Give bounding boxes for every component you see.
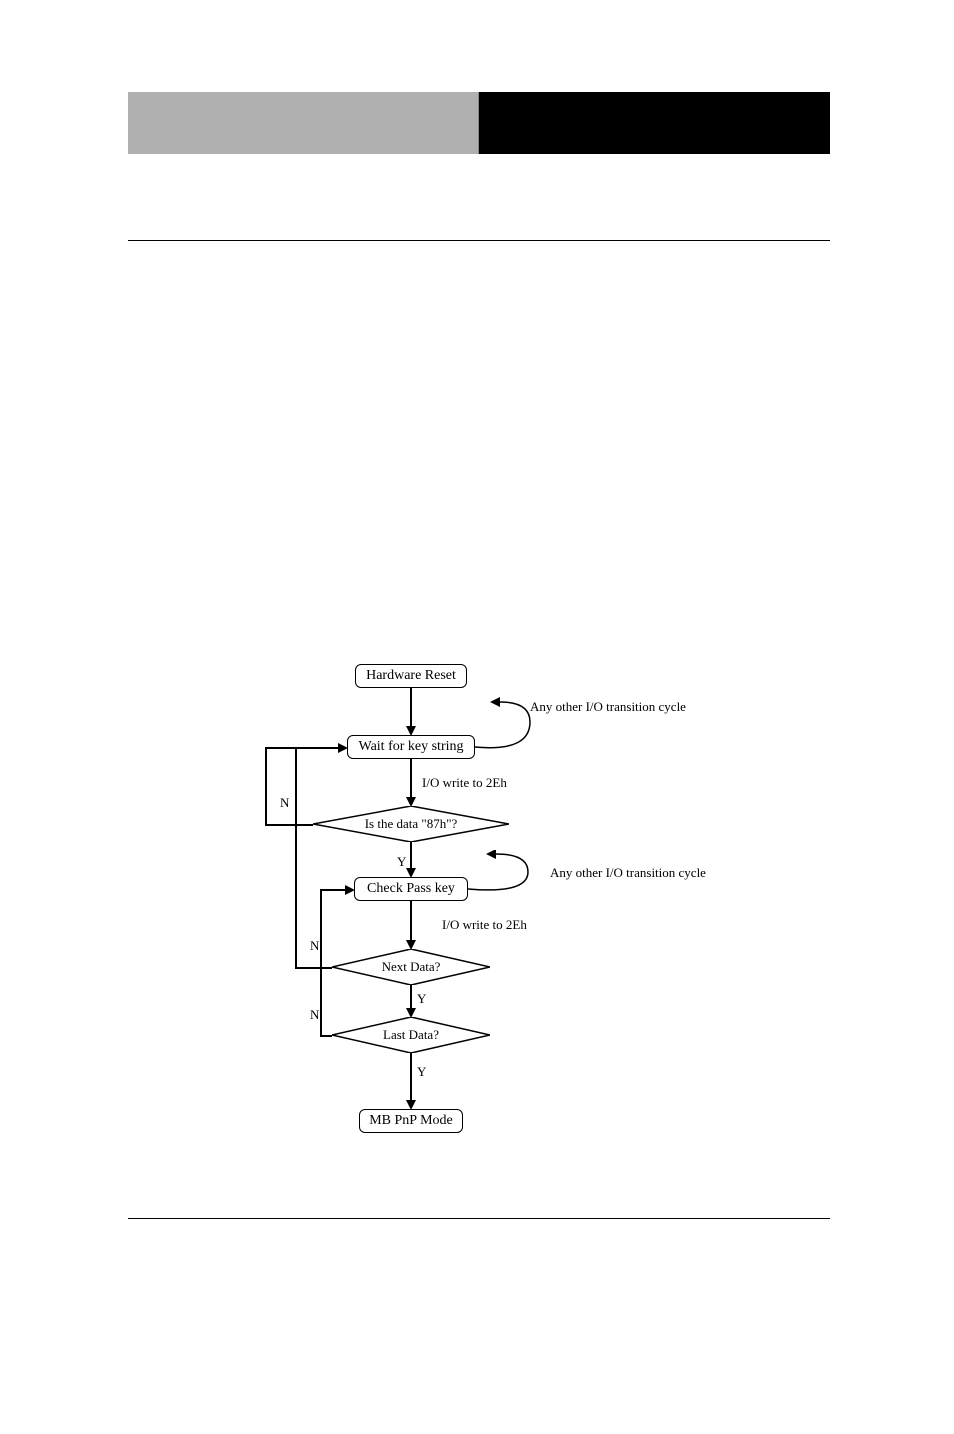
node-check-pass: Check Pass key xyxy=(354,877,468,901)
node-label: Check Pass key xyxy=(367,881,455,897)
node-mb-pnp: MB PnP Mode xyxy=(359,1109,463,1133)
node-label: Wait for key string xyxy=(358,739,463,755)
node-next-data: Next Data? xyxy=(332,949,490,985)
label-y1: Y xyxy=(397,854,406,870)
node-label: Hardware Reset xyxy=(366,668,456,684)
label-io-write-2: I/O write to 2Eh xyxy=(442,917,527,933)
edge xyxy=(320,1035,332,1037)
node-wait-key: Wait for key string xyxy=(347,735,475,759)
node-label: Last Data? xyxy=(383,1027,439,1043)
flowchart: Hardware Reset Wait for key string Is th… xyxy=(250,655,850,1175)
label-y2: Y xyxy=(417,991,426,1007)
node-label: Is the data "87h"? xyxy=(365,816,458,832)
node-hardware-reset: Hardware Reset xyxy=(355,664,467,688)
edge xyxy=(410,759,412,799)
label-n2: N xyxy=(310,938,319,954)
label-any-io-1: Any other I/O transition cycle xyxy=(530,699,686,715)
edge xyxy=(320,889,322,1036)
node-last-data: Last Data? xyxy=(332,1017,490,1053)
edge xyxy=(410,1053,412,1102)
edge xyxy=(295,967,332,969)
edge xyxy=(320,889,347,891)
edge xyxy=(410,688,412,728)
edge xyxy=(295,747,297,968)
footer-divider xyxy=(128,1218,830,1219)
edge xyxy=(410,842,412,870)
header-left xyxy=(128,92,479,154)
node-label: MB PnP Mode xyxy=(369,1113,453,1129)
edge xyxy=(410,985,412,1010)
edge xyxy=(265,747,340,749)
header-right xyxy=(479,92,830,154)
node-is-87h: Is the data "87h"? xyxy=(313,806,509,842)
edge xyxy=(265,824,313,826)
loop-curve xyxy=(468,850,553,898)
top-divider xyxy=(128,240,830,241)
header-bar xyxy=(128,92,830,154)
label-n1: N xyxy=(280,795,289,811)
label-n3: N xyxy=(310,1007,319,1023)
edge xyxy=(265,747,267,825)
arrowhead-icon xyxy=(338,743,348,753)
label-any-io-2: Any other I/O transition cycle xyxy=(550,865,706,881)
label-y3: Y xyxy=(417,1064,426,1080)
arrowhead-icon xyxy=(345,885,355,895)
label-io-write-1: I/O write to 2Eh xyxy=(422,775,507,791)
edge xyxy=(410,901,412,942)
node-label: Next Data? xyxy=(382,959,441,975)
